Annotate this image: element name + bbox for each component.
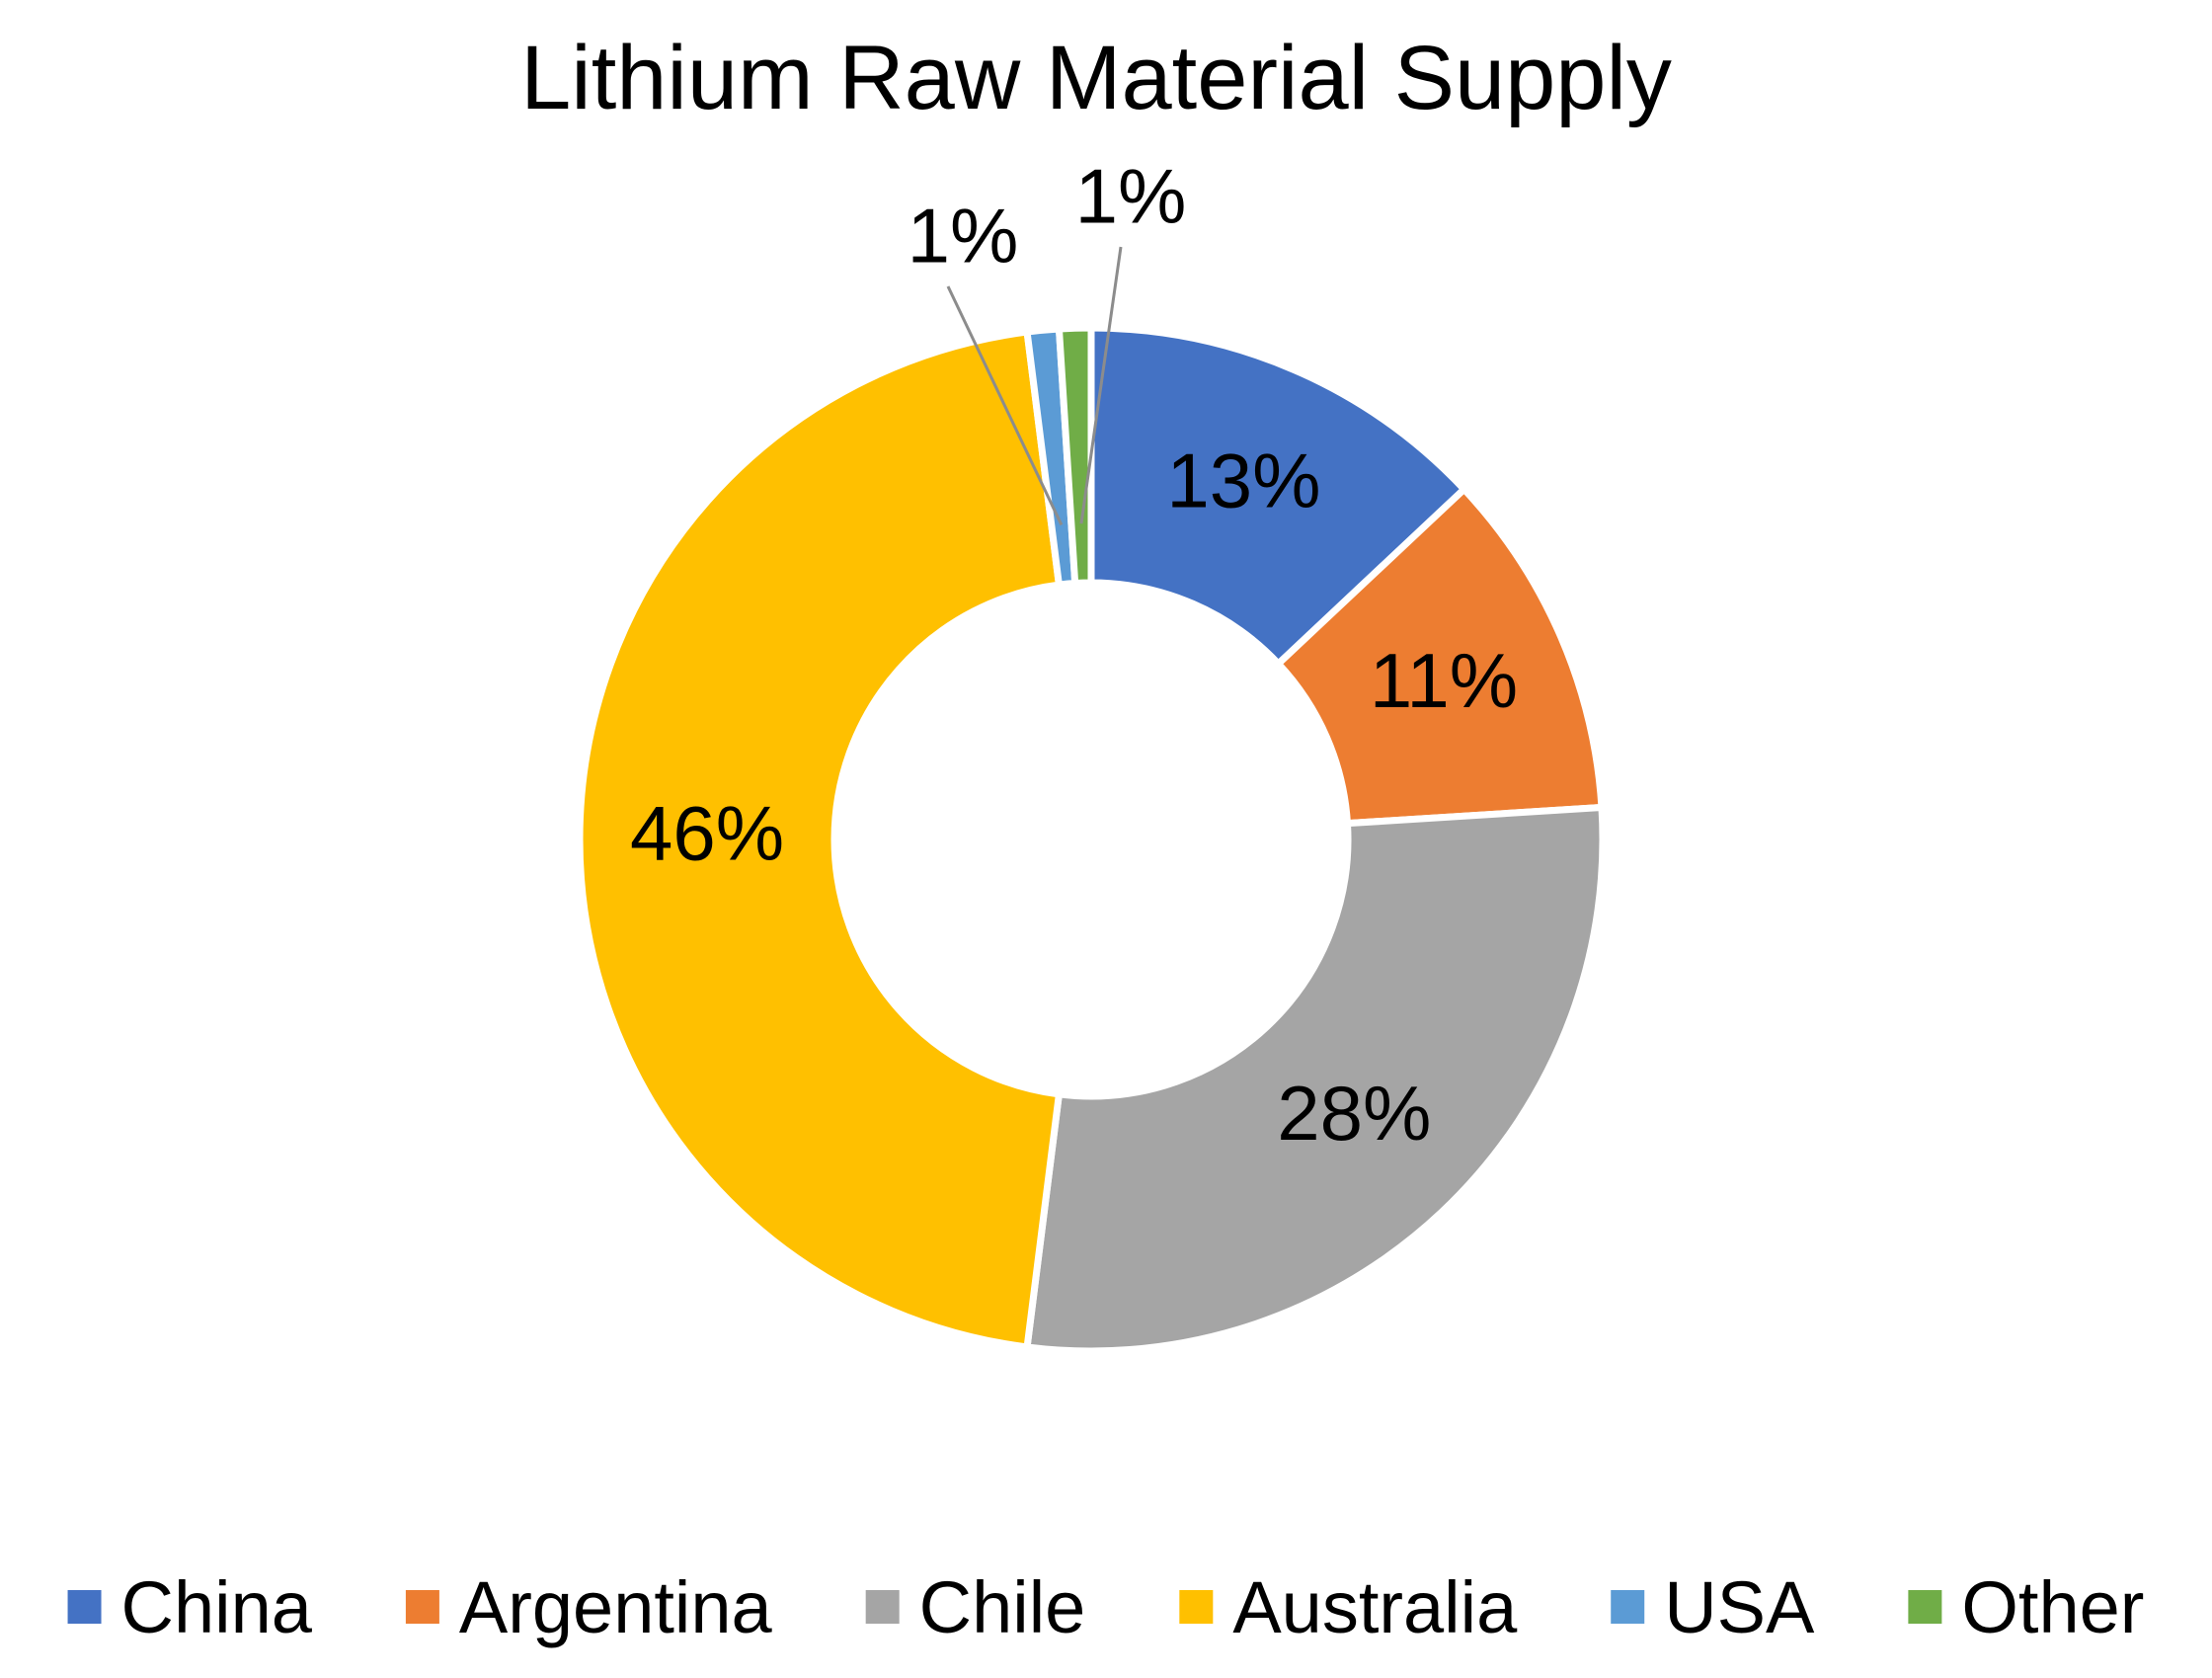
slice-china <box>1087 324 1469 669</box>
legend-swatch-china <box>67 1590 102 1624</box>
data-label-australia: 46% <box>630 790 784 877</box>
legend-label-australia: Australia <box>1232 1566 1518 1648</box>
legend-swatch-usa <box>1611 1590 1645 1624</box>
leader-line-usa <box>946 285 1064 526</box>
legend-swatch-other <box>1908 1590 1942 1624</box>
slice-chile <box>1023 803 1607 1355</box>
data-label-other: 1% <box>1075 153 1187 240</box>
legend-label-chile: Chile <box>919 1566 1086 1648</box>
chart-title: Lithium Raw Material Supply <box>520 28 1672 128</box>
data-labels: 13% 11% 28% 46% 1% 1% <box>630 153 1518 1158</box>
legend-label-usa: USA <box>1664 1566 1815 1648</box>
data-label-china: 13% <box>1166 438 1320 524</box>
legend: China Argentina Chile Australia USA Other <box>67 1566 2144 1648</box>
leader-lines <box>946 246 1123 526</box>
legend-swatch-chile <box>865 1590 900 1624</box>
data-label-chile: 28% <box>1277 1070 1431 1157</box>
legend-swatch-australia <box>1179 1590 1214 1624</box>
data-label-usa: 1% <box>908 193 1019 280</box>
data-label-argentina: 11% <box>1370 637 1518 724</box>
legend-swatch-argentina <box>405 1590 439 1624</box>
slices-layer <box>576 324 1607 1355</box>
slice-australia <box>576 328 1064 1351</box>
slice-argentina <box>1273 484 1606 828</box>
legend-label-other: Other <box>1961 1566 2144 1648</box>
leader-line-other <box>1079 246 1123 524</box>
legend-label-argentina: Argentina <box>459 1566 773 1648</box>
legend-label-china: China <box>121 1566 313 1648</box>
